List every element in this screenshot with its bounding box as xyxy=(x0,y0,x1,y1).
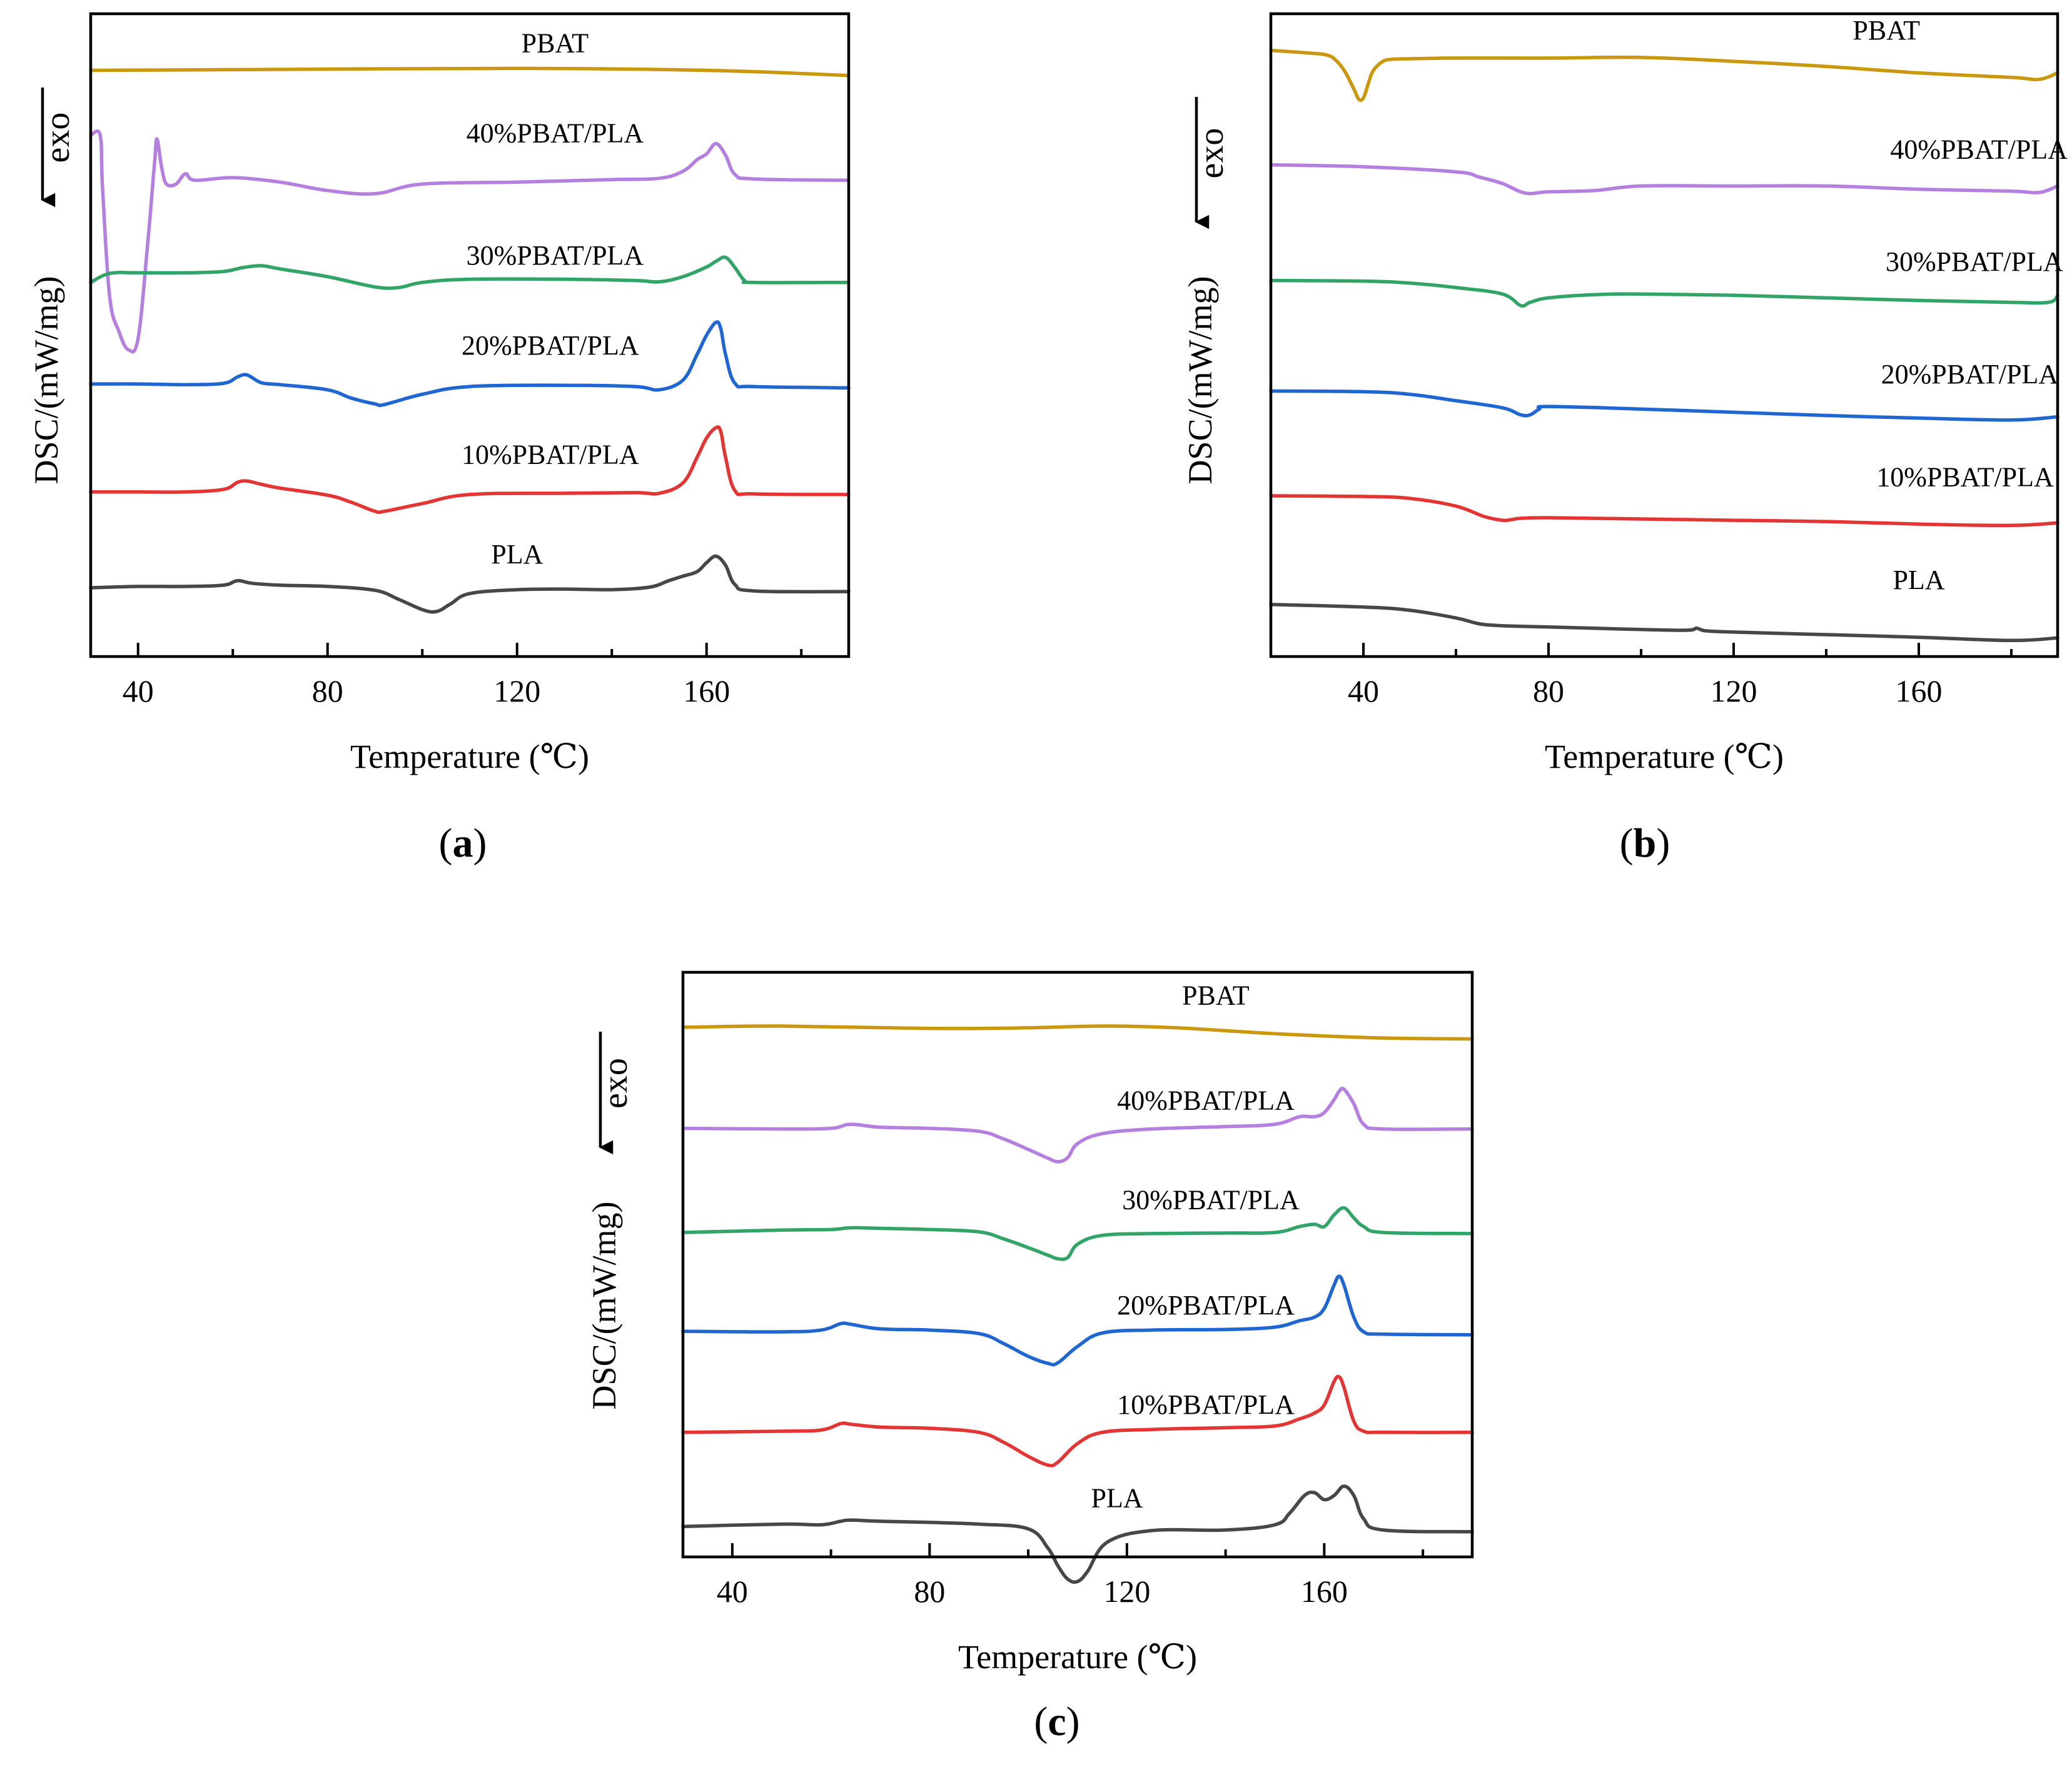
tick-label-b: 80 xyxy=(1533,673,1564,708)
curve-c-10pct-pbat-pla xyxy=(681,1374,1474,1467)
tick-label-a: 40 xyxy=(123,673,154,708)
series-label-c: PBAT xyxy=(1182,980,1250,1010)
curve-c-pbat xyxy=(681,1024,1474,1041)
tick-label-a: 80 xyxy=(312,673,343,708)
curve-a-20pct-pbat-pla xyxy=(89,320,851,408)
series-label-a: 10%PBAT/PLA xyxy=(462,440,639,470)
curve-c-40pct-pbat-pla xyxy=(681,1086,1474,1164)
series-label-c: 10%PBAT/PLA xyxy=(1117,1389,1295,1420)
curve-a-30pct-pbat-pla xyxy=(89,255,851,290)
curve-c-pla xyxy=(681,1484,1474,1584)
curve-b-30pct-pbat-pla xyxy=(1269,278,2059,308)
curve-b-pbat xyxy=(1269,48,2059,102)
x-axis-title-c: Temperature (℃) xyxy=(958,1638,1197,1676)
plot-frame-c xyxy=(681,970,1474,1559)
series-label-c: 40%PBAT/PLA xyxy=(1117,1085,1295,1116)
series-label-c: 20%PBAT/PLA xyxy=(1117,1290,1295,1321)
curve-b-40pct-pbat-pla xyxy=(1269,163,2059,196)
exo-label-b: exo xyxy=(1192,128,1231,179)
curve-c-20pct-pbat-pla xyxy=(681,1274,1474,1367)
series-label-a: 30%PBAT/PLA xyxy=(467,240,644,271)
curve-a-pbat xyxy=(89,66,851,78)
panel-a: PBAT 40%PBAT/PLA 30%PBAT/PLA 20%PBAT/PLA 10%… xyxy=(28,12,851,866)
y-axis-title-c: DSC/(mW/mg) xyxy=(585,1201,623,1409)
curve-b-10pct-pbat-pla xyxy=(1269,494,2059,528)
series-label-c: 30%PBAT/PLA xyxy=(1122,1185,1300,1216)
plot-frame-a xyxy=(89,12,851,658)
exo-label-a: exo xyxy=(38,113,77,163)
series-label-a: PBAT xyxy=(522,28,589,59)
plot-frame-b xyxy=(1269,12,2059,658)
tick-label-c: 160 xyxy=(1301,1574,1348,1609)
series-label-a: 40%PBAT/PLA xyxy=(467,118,644,149)
series-label-b: PLA xyxy=(1893,565,1944,595)
curve-b-pla xyxy=(1269,602,2059,643)
curve-a-pla xyxy=(89,554,851,614)
tick-label-b: 120 xyxy=(1711,673,1757,708)
panel-letter-b: b xyxy=(1634,820,1657,866)
curve-b-20pct-pbat-pla xyxy=(1269,389,2059,422)
series-label-a: 20%PBAT/PLA xyxy=(462,330,639,361)
y-axis-title-a: DSC/(mW/mg) xyxy=(28,276,65,484)
curve-a-40pct-pbat-pla xyxy=(89,129,851,354)
tick-label-a: 120 xyxy=(493,673,540,708)
curve-c-30pct-pbat-pla xyxy=(681,1206,1474,1261)
series-label-c: PLA xyxy=(1091,1483,1143,1514)
panel-caption-a: (a) xyxy=(439,820,487,866)
panel-letter-a: a xyxy=(453,820,473,866)
curve-a-10pct-pbat-pla xyxy=(89,425,851,515)
panel-b: PBAT 40%PBAT/PLA 30%PBAT/PLA 20%PBAT/PLA 10%… xyxy=(1181,12,2068,866)
panel-caption-b: (b) xyxy=(1620,820,1670,866)
tick-label-b: 160 xyxy=(1896,673,1943,708)
tick-label-c: 120 xyxy=(1103,1574,1150,1609)
x-axis-title-a: Temperature (℃) xyxy=(350,738,589,775)
series-label-b: PBAT xyxy=(1852,15,1920,46)
tick-label-a: 160 xyxy=(683,673,730,708)
tick-label-c: 40 xyxy=(717,1574,748,1609)
exo-label-c: exo xyxy=(596,1058,635,1109)
panel-caption-c: (c) xyxy=(1034,1699,1079,1744)
y-axis-title-b: DSC/(mW/mg) xyxy=(1181,276,1219,484)
tick-label-b: 40 xyxy=(1348,673,1379,708)
series-label-b: 10%PBAT/PLA xyxy=(1876,462,2054,493)
series-label-b: 40%PBAT/PLA xyxy=(1890,134,2068,164)
panel-c: PBAT 40%PBAT/PLA 30%PBAT/PLA 20%PBAT/PLA 10%… xyxy=(585,970,1474,1744)
series-label-b: 20%PBAT/PLA xyxy=(1881,359,2059,390)
panel-letter-c: c xyxy=(1048,1699,1066,1744)
series-label-b: 30%PBAT/PLA xyxy=(1886,246,2063,277)
tick-label-c: 80 xyxy=(914,1574,945,1609)
x-axis-title-b: Temperature (℃) xyxy=(1545,738,1784,775)
series-label-a: PLA xyxy=(491,539,543,570)
